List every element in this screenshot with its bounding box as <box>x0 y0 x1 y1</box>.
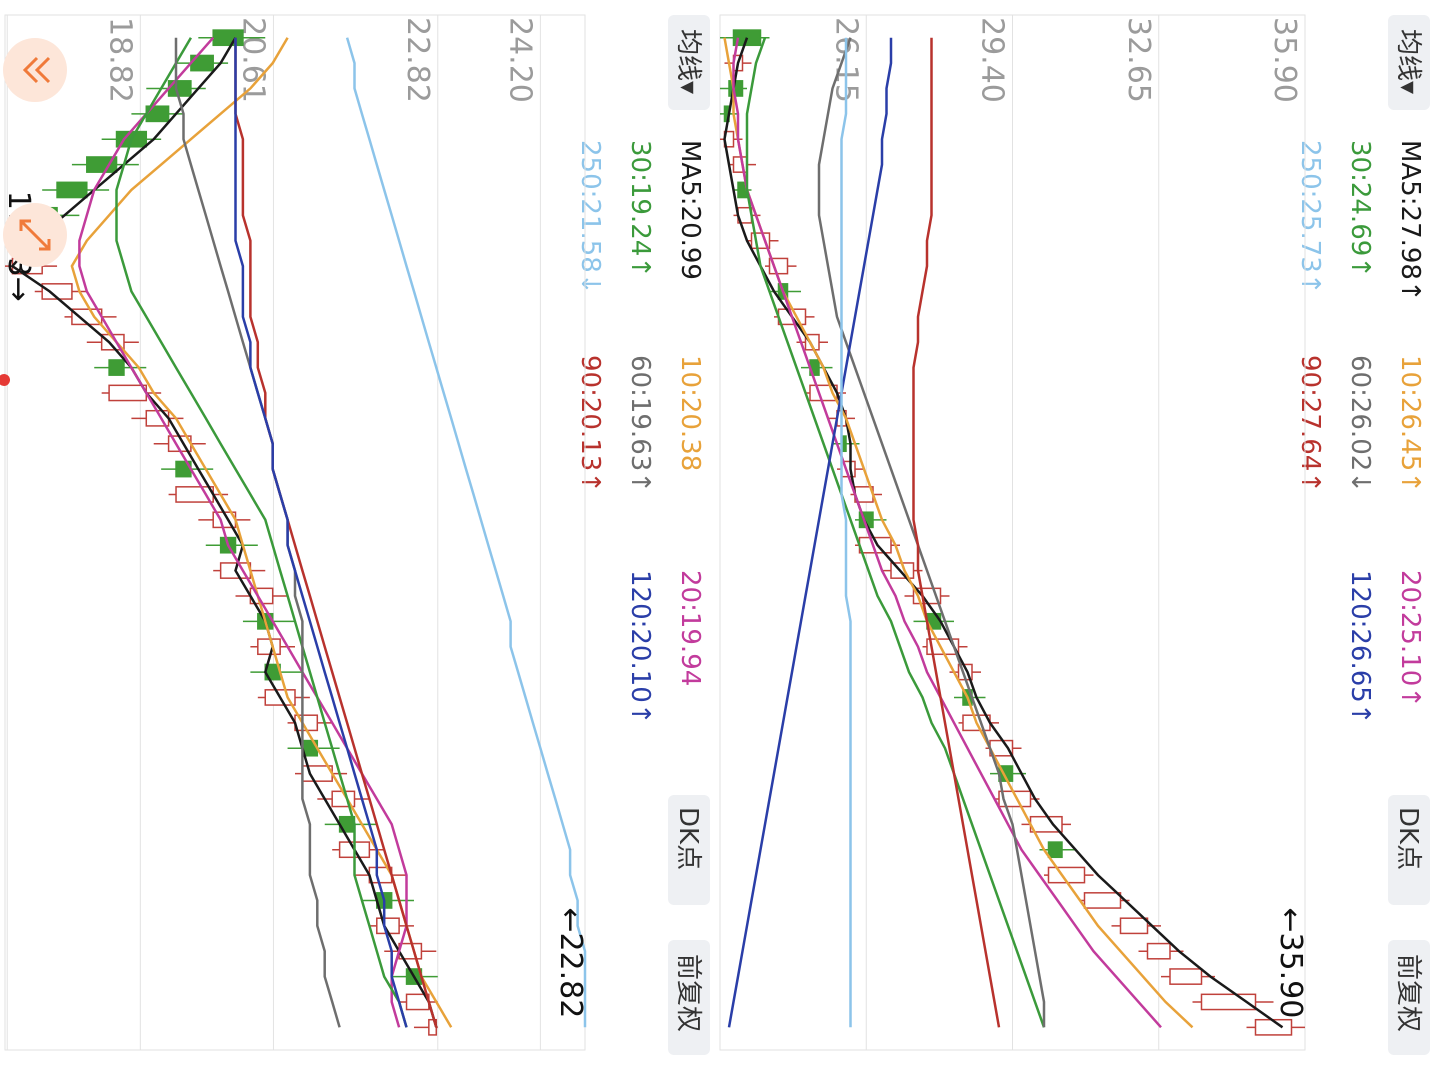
y-tick-label: 32.65 <box>1121 17 1156 103</box>
candle-down <box>108 359 125 376</box>
chart-panel-bottom: 均线▾ MA5:20.99 10:20.38 20:19.94 30:19.24↑ 60:… <box>0 14 710 1055</box>
legend-20: 20:19.94 <box>675 570 705 686</box>
y-tick-label: 24.20 <box>502 17 537 103</box>
y-tick-label: 17.03 <box>0 17 4 103</box>
ma-line-ma60 <box>817 37 1046 1028</box>
legend-90: 90:27.64↑ <box>1295 355 1325 493</box>
ma-line-ma120 <box>234 37 408 1028</box>
candle-up <box>732 156 748 173</box>
candle-down <box>212 29 244 47</box>
candle-up <box>1169 968 1203 985</box>
legend-60: 60:26.02↓ <box>1345 355 1375 493</box>
legend-250: 250:25.73↑ <box>1295 140 1325 295</box>
ma-dropdown-button[interactable]: 均线▾ <box>668 15 710 110</box>
candle-down <box>1047 841 1063 859</box>
adjust-label: 前复权 <box>673 954 703 1032</box>
y-tick-label: 29.40 <box>975 17 1010 103</box>
y-tick-label: 22.82 <box>400 17 435 103</box>
legend-120: 120:20.10↑ <box>625 570 655 725</box>
candle-down <box>56 181 88 199</box>
ma-line-ma90 <box>912 37 1001 1028</box>
ma-line-ma250 <box>345 37 587 1028</box>
ma-line-ma30 <box>745 37 1046 1028</box>
dk-point-label: DK点 <box>673 807 703 870</box>
ma-line-ma250 <box>840 37 852 1028</box>
adjust-label: 前复权 <box>1393 954 1423 1032</box>
ma-line-ma10 <box>723 37 1194 1029</box>
legend-30: 30:24.69↑ <box>1345 140 1375 278</box>
ma-dropdown-label: 均线▾ <box>1393 29 1423 94</box>
ma-line-ma5 <box>10 37 438 1028</box>
adjust-button[interactable]: 前复权 <box>1388 940 1430 1055</box>
legend-20: 20:25.10↑ <box>1395 570 1425 708</box>
ma-line-ma120 <box>727 37 893 1028</box>
expand-arrows-icon <box>19 219 51 251</box>
candle-down <box>728 80 744 97</box>
candle-down <box>86 156 118 173</box>
candle-up <box>257 638 281 656</box>
max-price-marker: ←35.90 <box>1273 907 1308 1018</box>
ma-line-ma10 <box>70 37 453 1028</box>
legend-10: 10:20.38 <box>675 355 705 471</box>
expand-button[interactable] <box>3 203 67 267</box>
y-tick-label: 35.90 <box>1267 17 1302 103</box>
y-tick-label: 18.82 <box>102 17 137 103</box>
dk-point-label: DK点 <box>1393 807 1423 870</box>
candle-up <box>1146 942 1171 960</box>
candle-down <box>732 29 762 47</box>
candle-up <box>768 257 789 275</box>
ma-dropdown-button[interactable]: 均线▾ <box>1388 15 1430 110</box>
candle-up <box>1083 892 1122 909</box>
legend-10: 10:26.45↑ <box>1395 355 1425 493</box>
legend-ma5: MA5:20.99 <box>675 140 705 280</box>
legend-ma5: MA5:27.98↑ <box>1395 140 1425 302</box>
max-price-marker: ←22.82 <box>553 907 588 1018</box>
legend-30: 30:19.24↑ <box>625 140 655 278</box>
ma-line-ma5 <box>723 37 1284 1029</box>
legend-250: 250:21.58↓ <box>575 140 605 295</box>
legend-90: 90:20.13↑ <box>575 355 605 493</box>
adjust-button[interactable]: 前复权 <box>668 940 710 1055</box>
candle-up <box>998 790 1032 808</box>
plot-frame <box>4 14 586 1051</box>
double-chevron-icon <box>22 56 51 84</box>
legend-60: 60:19.63↑ <box>625 355 655 493</box>
ma-line-ma60 <box>174 37 341 1028</box>
ma-line-ma20 <box>732 37 1162 1029</box>
candle-up <box>108 384 148 402</box>
dk-point-button[interactable]: DK点 <box>1388 795 1430 905</box>
ma-dropdown-label: 均线▾ <box>673 29 703 94</box>
collapse-button[interactable] <box>3 38 67 102</box>
legend-120: 120:26.65↑ <box>1345 570 1375 725</box>
ma-line-ma90 <box>234 37 438 1028</box>
ma-line-ma20 <box>78 36 408 1028</box>
candle-up <box>1119 917 1149 935</box>
dk-point-button[interactable]: DK点 <box>668 795 710 905</box>
cursor-dot <box>0 374 10 386</box>
ma-line-ma30 <box>115 37 408 1028</box>
chart-panel-top: 均线▾ MA5:27.98↑ 10:26.45↑ 20:25.10↑ 30:24.69↑… <box>719 14 1430 1055</box>
